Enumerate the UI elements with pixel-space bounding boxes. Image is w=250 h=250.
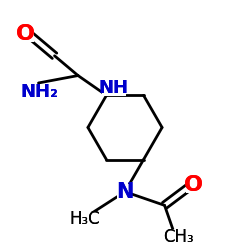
Bar	[186, 177, 201, 193]
Bar	[102, 80, 126, 96]
Bar	[165, 229, 192, 244]
Text: H₃C: H₃C	[69, 210, 100, 228]
Bar	[117, 184, 132, 200]
Text: O: O	[184, 175, 203, 195]
Text: H₃C: H₃C	[69, 210, 100, 228]
Text: NH₂: NH₂	[21, 82, 59, 100]
Text: O: O	[16, 24, 35, 44]
Text: O: O	[184, 175, 203, 195]
Text: N: N	[116, 182, 133, 202]
Text: CH₃: CH₃	[164, 228, 194, 246]
Bar	[25, 84, 54, 100]
Text: N: N	[116, 182, 133, 202]
Bar	[70, 212, 98, 226]
Text: NH: NH	[99, 80, 129, 98]
Text: O: O	[16, 24, 35, 44]
Text: NH₂: NH₂	[21, 82, 59, 100]
Bar	[17, 26, 34, 42]
Text: NH: NH	[99, 80, 129, 98]
Text: CH₃: CH₃	[164, 228, 194, 246]
